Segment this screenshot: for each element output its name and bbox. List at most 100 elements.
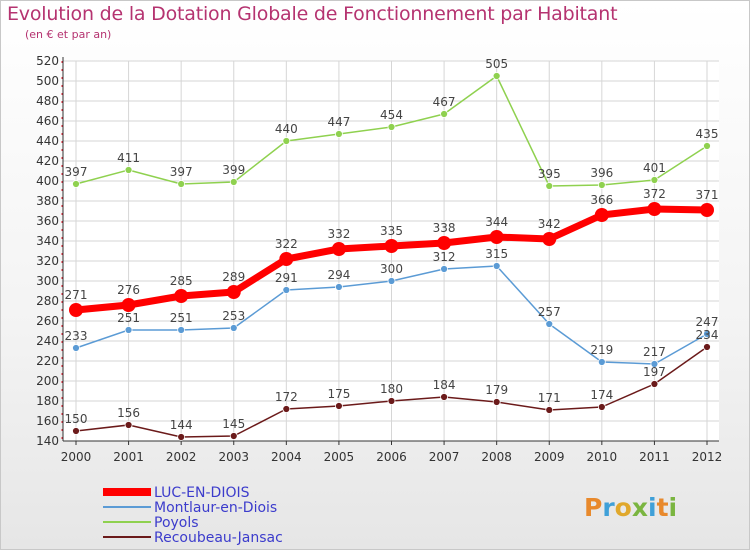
data-point bbox=[282, 137, 291, 145]
data-label: 174 bbox=[590, 388, 613, 402]
legend-label: Montlaur-en-Diois bbox=[154, 500, 277, 516]
data-point bbox=[440, 393, 448, 401]
data-point bbox=[440, 265, 448, 273]
data-point bbox=[282, 405, 291, 413]
data-label: 219 bbox=[590, 343, 613, 357]
data-point bbox=[121, 298, 136, 312]
data-point bbox=[177, 326, 186, 334]
legend-label: LUC-EN-DIOIS bbox=[154, 485, 250, 501]
y-tick-label: 360 bbox=[36, 214, 59, 228]
x-tick-label: 2009 bbox=[534, 450, 565, 464]
y-tick-label: 200 bbox=[36, 374, 59, 388]
data-label: 253 bbox=[222, 309, 245, 323]
data-label: 344 bbox=[485, 215, 508, 229]
data-point bbox=[72, 344, 80, 352]
legend-label: Poyols bbox=[154, 515, 199, 531]
y-tick-label: 280 bbox=[36, 294, 59, 308]
data-point bbox=[229, 432, 238, 440]
data-point bbox=[282, 286, 291, 294]
data-label: 467 bbox=[433, 95, 456, 109]
chart-title: Evolution de la Dotation Globale de Fonc… bbox=[7, 3, 618, 25]
y-tick-label: 380 bbox=[36, 194, 59, 208]
data-point bbox=[331, 242, 346, 256]
data-point bbox=[229, 178, 238, 186]
data-label: 335 bbox=[380, 224, 403, 238]
data-point bbox=[177, 433, 186, 441]
data-point bbox=[545, 182, 554, 190]
data-label: 294 bbox=[327, 268, 350, 282]
data-point bbox=[597, 403, 606, 411]
data-point bbox=[387, 397, 396, 405]
data-point bbox=[177, 180, 186, 188]
data-point bbox=[545, 320, 554, 328]
data-label: 276 bbox=[117, 283, 140, 297]
x-tick-label: 2010 bbox=[587, 450, 618, 464]
legend: LUC-EN-DIOISMontlaur-en-DioisPoyolsRecou… bbox=[103, 485, 283, 546]
x-tick-label: 2011 bbox=[639, 450, 670, 464]
legend-label: Recoubeau-Jansac bbox=[154, 530, 283, 546]
data-point bbox=[597, 358, 606, 366]
data-point bbox=[650, 380, 659, 388]
x-tick-label: 2000 bbox=[61, 450, 92, 464]
data-label: 300 bbox=[380, 262, 403, 276]
data-label: 435 bbox=[696, 127, 719, 141]
data-label: 171 bbox=[538, 391, 561, 405]
data-point bbox=[124, 326, 133, 334]
y-tick-label: 220 bbox=[36, 354, 59, 368]
x-tick-label: 2003 bbox=[218, 450, 249, 464]
chart-subtitle: (en € et par an) bbox=[25, 28, 112, 41]
data-label: 179 bbox=[485, 383, 508, 397]
data-point bbox=[492, 72, 501, 80]
data-point bbox=[440, 110, 448, 118]
data-label: 440 bbox=[275, 122, 298, 136]
y-tick-label: 420 bbox=[36, 154, 59, 168]
x-tick-label: 2005 bbox=[324, 450, 355, 464]
data-label: 315 bbox=[485, 247, 508, 261]
y-tick-label: 400 bbox=[36, 174, 59, 188]
data-point bbox=[124, 421, 133, 429]
x-tick-label: 2002 bbox=[166, 450, 197, 464]
data-label: 397 bbox=[170, 165, 193, 179]
data-point bbox=[335, 283, 343, 291]
data-point bbox=[437, 236, 452, 250]
y-tick-label: 520 bbox=[36, 54, 59, 68]
data-label: 401 bbox=[643, 161, 666, 175]
axes: 140 160 180 200 220 240 260 280 300 320 340 360 380 4… bbox=[36, 54, 722, 464]
data-point bbox=[384, 239, 399, 253]
data-label: 150 bbox=[65, 412, 88, 426]
data-label: 411 bbox=[117, 151, 140, 165]
data-label: 395 bbox=[538, 167, 561, 181]
data-label: 172 bbox=[275, 390, 298, 404]
series-lines bbox=[69, 72, 714, 441]
y-tick-label: 500 bbox=[36, 74, 59, 88]
data-point bbox=[647, 202, 662, 216]
data-label: 289 bbox=[222, 270, 245, 284]
data-point bbox=[703, 330, 711, 338]
data-point bbox=[335, 402, 343, 410]
data-point bbox=[124, 166, 133, 174]
data-label: 184 bbox=[433, 378, 456, 392]
y-tick-label: 260 bbox=[36, 314, 59, 328]
data-point bbox=[69, 303, 83, 317]
data-point bbox=[72, 180, 80, 188]
data-point bbox=[650, 360, 659, 368]
data-label: 233 bbox=[65, 329, 88, 343]
data-label: 197 bbox=[643, 365, 666, 379]
x-tick-label: 2006 bbox=[376, 450, 407, 464]
x-tick-label: 2012 bbox=[692, 450, 723, 464]
data-label: 399 bbox=[222, 163, 245, 177]
data-label: 454 bbox=[380, 108, 403, 122]
data-label: 342 bbox=[538, 217, 561, 231]
data-point bbox=[226, 285, 241, 299]
data-label: 332 bbox=[327, 227, 350, 241]
data-label: 144 bbox=[170, 418, 193, 432]
y-tick-label: 480 bbox=[36, 94, 59, 108]
data-point bbox=[545, 406, 554, 414]
data-point bbox=[279, 252, 294, 266]
y-tick-label: 180 bbox=[36, 394, 59, 408]
data-point bbox=[703, 142, 711, 150]
data-point bbox=[489, 230, 504, 244]
y-tick-label: 240 bbox=[36, 334, 59, 348]
